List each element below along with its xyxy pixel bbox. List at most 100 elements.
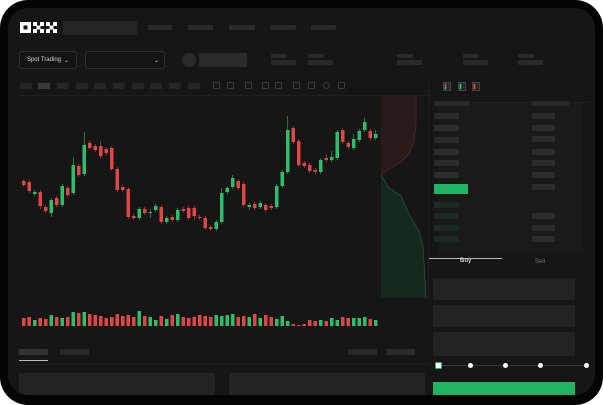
settings-icon[interactable] bbox=[323, 82, 330, 89]
candle-down bbox=[203, 218, 207, 228]
orderbook-view-asks-icon[interactable] bbox=[472, 82, 480, 91]
volume-bar bbox=[165, 319, 169, 326]
nav-item[interactable] bbox=[188, 25, 213, 30]
candle-up bbox=[363, 122, 367, 130]
candle-up bbox=[247, 205, 251, 207]
volume-bar bbox=[66, 317, 70, 326]
candle-down bbox=[170, 217, 174, 220]
candle-down bbox=[77, 166, 81, 175]
camera-icon[interactable] bbox=[308, 82, 315, 89]
volume-bar bbox=[291, 324, 295, 326]
nav-item[interactable] bbox=[270, 25, 296, 30]
timeframe-button[interactable] bbox=[76, 83, 88, 89]
candle-up bbox=[148, 212, 152, 213]
candlestick-chart[interactable] bbox=[8, 8, 595, 395]
indicator-icon[interactable] bbox=[245, 82, 252, 89]
buy-submit-button[interactable] bbox=[433, 382, 575, 395]
candle-down bbox=[181, 209, 185, 211]
bid-row-price[interactable] bbox=[434, 213, 459, 219]
volume-bar bbox=[368, 319, 372, 326]
candle-up bbox=[82, 145, 86, 174]
timeframe-button[interactable] bbox=[150, 83, 162, 89]
ask-row-price[interactable] bbox=[434, 160, 459, 166]
chevron-down-icon[interactable] bbox=[227, 82, 234, 89]
search-placeholder[interactable] bbox=[63, 21, 137, 35]
nav-item[interactable] bbox=[148, 25, 172, 30]
timeframe-button[interactable] bbox=[188, 83, 200, 89]
ask-row-price[interactable] bbox=[434, 149, 459, 155]
total-input[interactable] bbox=[433, 332, 575, 356]
row-amount bbox=[532, 136, 555, 142]
volume-bar bbox=[121, 316, 125, 326]
leverage-slider-track[interactable] bbox=[439, 365, 589, 366]
candle-down bbox=[115, 169, 119, 190]
candle-down bbox=[143, 209, 147, 213]
timeframe-button[interactable] bbox=[94, 83, 106, 89]
chevron-down-icon[interactable] bbox=[262, 82, 269, 89]
timeframe-button[interactable] bbox=[169, 83, 181, 89]
bid-row-price[interactable] bbox=[434, 202, 459, 208]
candle-down bbox=[308, 165, 312, 171]
timeframe-button[interactable] bbox=[20, 83, 32, 89]
nav-item[interactable] bbox=[311, 25, 336, 30]
candle-down bbox=[264, 205, 268, 210]
slider-step-100[interactable] bbox=[584, 363, 589, 368]
row-amount bbox=[532, 213, 555, 219]
pair-selector[interactable]: ⌄ bbox=[85, 51, 165, 69]
orderbook-view-bids-icon[interactable] bbox=[458, 82, 466, 91]
stat-value bbox=[271, 60, 296, 65]
stat-value bbox=[308, 60, 333, 65]
toolbar-divider bbox=[19, 95, 430, 96]
slider-step-25[interactable] bbox=[468, 363, 473, 368]
tab-sell[interactable]: Sell bbox=[535, 259, 546, 265]
ask-row-price[interactable] bbox=[434, 113, 459, 119]
candle-up bbox=[154, 206, 158, 210]
volume-bar bbox=[242, 316, 246, 326]
candle-up bbox=[137, 209, 141, 218]
ask-row-price[interactable] bbox=[434, 125, 459, 131]
amount-input[interactable] bbox=[433, 305, 575, 327]
last-price-highlight[interactable] bbox=[434, 184, 468, 194]
candle-down bbox=[93, 146, 97, 150]
candle-down bbox=[132, 216, 136, 218]
timeframe-button[interactable] bbox=[132, 83, 144, 89]
ask-row-price[interactable] bbox=[434, 172, 459, 178]
candle-down bbox=[159, 207, 163, 222]
drawing-line-icon[interactable] bbox=[275, 82, 282, 89]
price-input[interactable] bbox=[433, 278, 575, 300]
candle-up bbox=[374, 134, 378, 138]
volume-bar bbox=[220, 316, 224, 326]
okx-logo[interactable] bbox=[20, 22, 57, 34]
ruler-icon[interactable] bbox=[293, 82, 300, 89]
bid-row-price[interactable] bbox=[434, 225, 459, 231]
timeframe-button[interactable] bbox=[57, 83, 69, 89]
chart-type-icon[interactable] bbox=[213, 82, 220, 89]
candle-up bbox=[49, 200, 53, 213]
volume-bar bbox=[275, 319, 279, 326]
slider-step-50[interactable] bbox=[503, 363, 508, 368]
volume-bar bbox=[143, 316, 147, 326]
nav-item[interactable] bbox=[229, 25, 255, 30]
orders-filter[interactable] bbox=[386, 349, 415, 355]
volume-bar bbox=[88, 314, 92, 326]
slider-handle[interactable] bbox=[435, 362, 442, 369]
fullscreen-icon[interactable] bbox=[338, 82, 345, 89]
orderbook-header-divider bbox=[428, 102, 595, 103]
candle-down bbox=[302, 163, 306, 166]
candle-up bbox=[33, 192, 37, 194]
tab-buy[interactable]: Buy bbox=[460, 258, 472, 264]
orders-tab-history[interactable] bbox=[60, 349, 89, 355]
orders-tab-open[interactable] bbox=[19, 349, 48, 355]
timeframe-button[interactable] bbox=[38, 83, 50, 89]
volume-bar bbox=[126, 315, 130, 326]
bid-row-price[interactable] bbox=[434, 236, 459, 242]
slider-step-75[interactable] bbox=[538, 363, 543, 368]
volume-bar bbox=[247, 317, 251, 326]
orders-filter[interactable] bbox=[348, 349, 377, 355]
ask-row-price[interactable] bbox=[434, 137, 459, 143]
volume-bar bbox=[324, 321, 328, 326]
timeframe-button[interactable] bbox=[113, 83, 125, 89]
market-selector[interactable]: Spot Trading ⌄ bbox=[19, 51, 77, 69]
orderbook-view-both-icon[interactable] bbox=[443, 82, 451, 91]
volume-bar bbox=[203, 316, 207, 326]
